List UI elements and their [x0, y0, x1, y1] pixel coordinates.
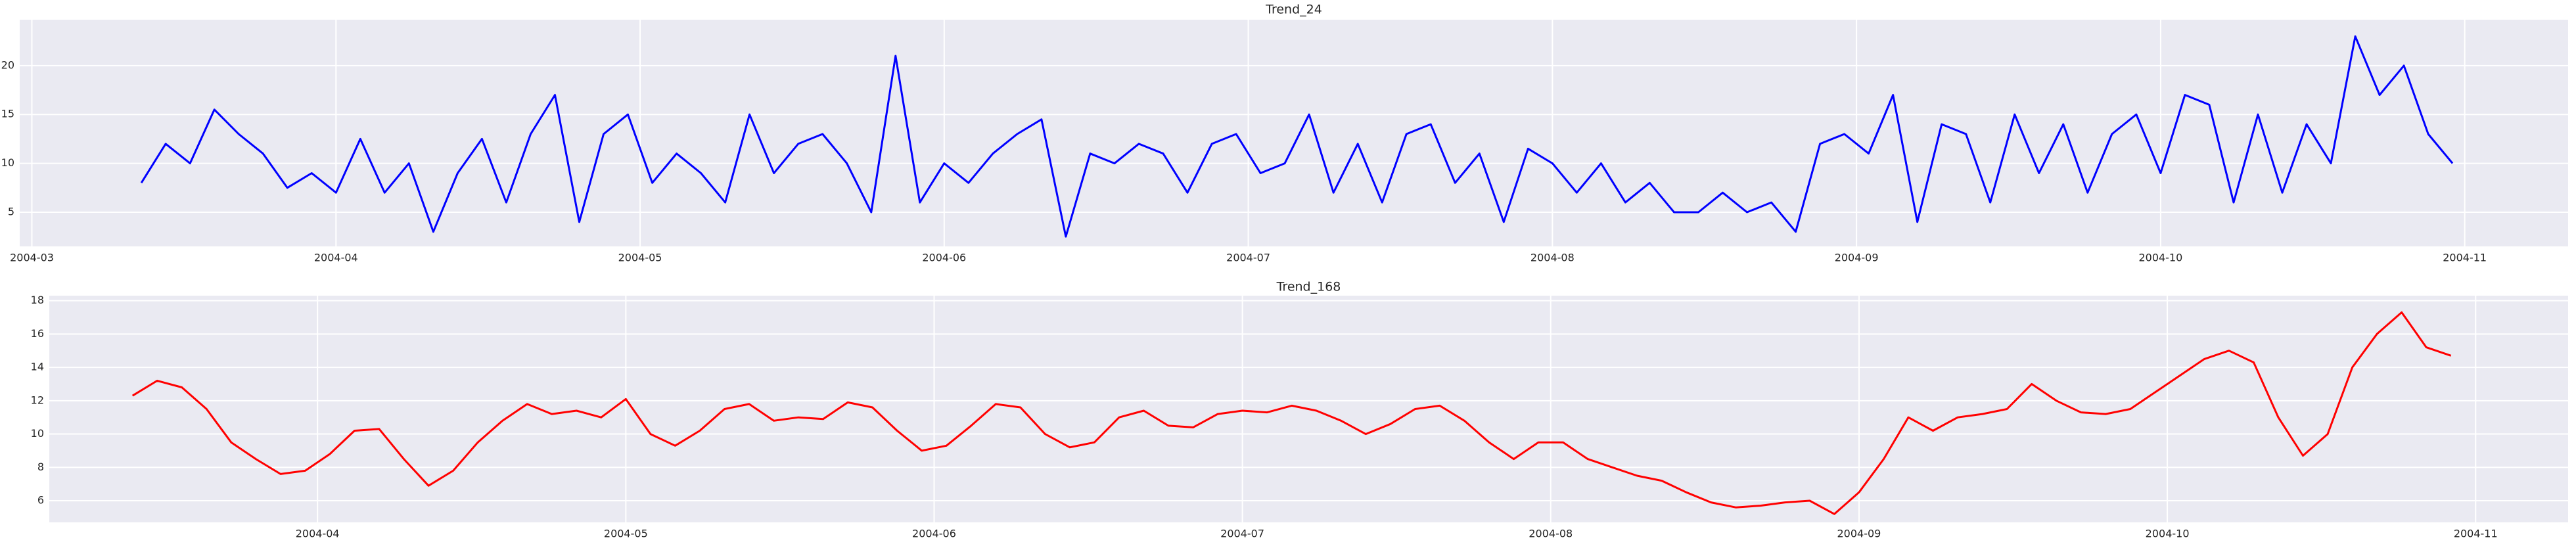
y-tick-label: 8: [37, 461, 44, 473]
x-tick-label: 2004-06: [922, 252, 966, 264]
x-tick-label: 2004-03: [10, 252, 54, 264]
line-series: [140, 35, 2454, 238]
x-tick-label: 2004-10: [2146, 528, 2190, 540]
x-tick-label: 2004-11: [2443, 252, 2487, 264]
chart-title: Trend_168: [1276, 280, 1341, 294]
y-tick-label: 14: [31, 361, 44, 373]
y-tick-label: 10: [31, 427, 44, 440]
x-tick-label: 2004-05: [604, 528, 648, 540]
chart-title: Trend_24: [1265, 3, 1322, 17]
y-tick-label: 10: [1, 156, 14, 169]
x-tick-label: 2004-09: [1835, 252, 1879, 264]
y-tick-label: 20: [1, 58, 14, 71]
x-tick-label: 2004-09: [1837, 528, 1881, 540]
x-tick-label: 2004-07: [1220, 528, 1264, 540]
x-tick-label: 2004-06: [912, 528, 956, 540]
x-tick-label: 2004-08: [1530, 252, 1575, 264]
x-tick-label: 2004-07: [1226, 252, 1270, 264]
x-tick-label: 2004-04: [314, 252, 358, 264]
y-tick-label: 6: [37, 494, 44, 507]
x-tick-label: 2004-05: [618, 252, 662, 264]
y-tick-label: 16: [31, 327, 44, 340]
y-tick-label: 18: [31, 294, 44, 306]
line-series: [131, 311, 2452, 515]
x-tick-label: 2004-10: [2138, 252, 2182, 264]
y-tick-label: 12: [31, 394, 44, 406]
x-tick-label: 2004-08: [1529, 528, 1573, 540]
x-tick-label: 2004-11: [2454, 528, 2498, 540]
x-tick-label: 2004-04: [296, 528, 340, 540]
y-tick-label: 5: [8, 205, 14, 217]
y-tick-label: 15: [1, 108, 14, 120]
